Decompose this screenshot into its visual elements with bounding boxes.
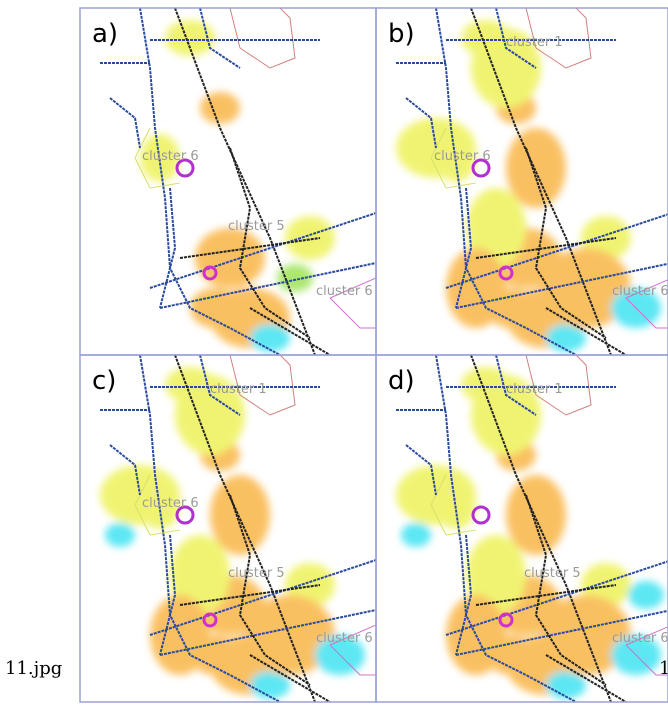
heat-blob	[105, 523, 135, 547]
network-line	[160, 188, 175, 308]
heat-blob	[546, 324, 586, 352]
caption: 11.jpg	[5, 658, 62, 679]
cluster-outline	[230, 8, 295, 68]
cluster-label: cluster 1	[210, 382, 267, 397]
panel-map: cluster 6 cluster 5 cluster 6	[100, 8, 376, 355]
heat-blob	[250, 324, 290, 352]
panel-map: cluster 1 cluster 5 cluster 6	[396, 355, 668, 702]
page-number: 1	[659, 658, 668, 679]
panel-map: cluster 1 cluster 6 cluster 6	[396, 8, 668, 355]
heat-blob	[401, 523, 431, 547]
heat-blob	[285, 216, 335, 260]
panel: cluster 1 cluster 6 cluster 5 cluster 6 c)	[80, 355, 376, 702]
panel-label: a)	[92, 19, 118, 49]
panel: cluster 1 cluster 6 cluster 6 b)	[376, 8, 668, 355]
cluster-label: cluster 6	[142, 496, 199, 511]
heat-blob	[546, 671, 586, 699]
heat-layer	[100, 367, 365, 699]
cluster-label: cluster 5	[228, 219, 285, 234]
panel-label: b)	[388, 19, 415, 49]
cluster-label: cluster 5	[524, 566, 581, 581]
heat-layer	[140, 20, 335, 352]
heat-blob	[250, 671, 290, 699]
cluster-label: cluster 1	[506, 382, 563, 397]
network-line	[110, 98, 140, 148]
cluster-label: cluster 6	[316, 284, 373, 299]
cluster-node	[473, 507, 489, 523]
heat-layer	[396, 367, 664, 699]
panel: cluster 6 cluster 5 cluster 6 a)	[80, 8, 376, 355]
cluster-label: cluster 6	[612, 631, 668, 646]
cluster-label: cluster 6	[612, 284, 668, 299]
cluster-label: cluster 6	[316, 631, 373, 646]
heat-layer	[396, 20, 661, 352]
panel-label: c)	[92, 366, 116, 396]
heat-blob	[628, 581, 664, 609]
panel-label: d)	[388, 366, 415, 396]
cluster-label: cluster 1	[506, 35, 563, 50]
cluster-label: cluster 6	[434, 149, 491, 164]
heat-blob	[200, 92, 240, 124]
heat-blob	[210, 475, 270, 555]
cluster-label: cluster 5	[228, 566, 285, 581]
heat-blob	[190, 288, 240, 328]
panel-map: cluster 1 cluster 6 cluster 5 cluster 6	[100, 355, 376, 702]
figure: 11.jpg 1 cluster 6cluster 5cluster 6a)cl…	[0, 0, 668, 709]
panel: cluster 1 cluster 5 cluster 6 d)	[376, 355, 668, 702]
heat-blob	[506, 475, 566, 555]
cluster-label: cluster 6	[142, 149, 199, 164]
heat-blob	[506, 128, 566, 208]
